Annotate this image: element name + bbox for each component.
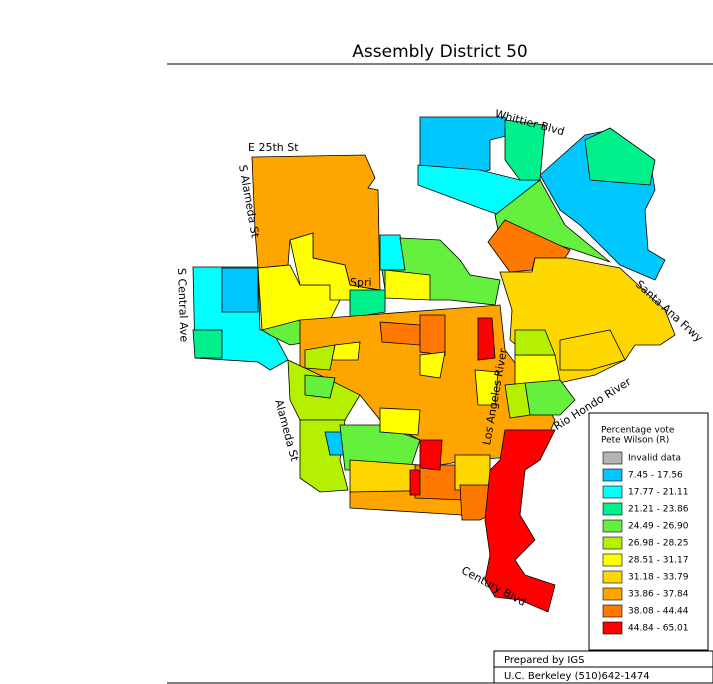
legend-label: 26.98 - 28.25 <box>628 539 689 549</box>
legend-label: 7.45 - 17.56 <box>628 471 683 481</box>
footer-text: U.C. Berkeley (510)642-1474 <box>504 671 650 682</box>
legend-swatch <box>602 570 623 584</box>
legend: Percentage vote Pete Wilson (R) Invalid … <box>588 412 709 651</box>
legend-swatch <box>602 604 623 618</box>
legend-label: 28.51 - 31.17 <box>628 556 689 566</box>
legend-title: Pete Wilson (R) <box>601 436 669 446</box>
legend-label: 38.08 - 44.44 <box>628 607 689 617</box>
legend-label: 33.86 - 37.84 <box>628 590 689 600</box>
legend-swatch <box>602 536 623 550</box>
legend-swatch <box>602 502 623 516</box>
footer-text: Prepared by IGS <box>504 655 584 666</box>
legend-label: 21.21 - 23.86 <box>628 505 689 515</box>
legend-swatch <box>602 519 623 533</box>
legend-swatch <box>602 468 623 482</box>
map-title: Assembly District 50 <box>352 42 527 62</box>
street-label: E 25th St <box>248 141 299 154</box>
precincts <box>192 116 676 613</box>
footer: Prepared by IGS U.C. Berkeley (510)642-1… <box>493 650 713 684</box>
legend-label: 31.18 - 33.79 <box>628 573 689 583</box>
legend-swatch <box>602 451 623 465</box>
legend-swatch <box>602 621 623 635</box>
street-label: Spri <box>350 276 372 289</box>
legend-label: 17.77 - 21.11 <box>628 488 689 498</box>
legend-swatch <box>602 485 623 499</box>
legend-swatch <box>602 553 623 567</box>
legend-swatch <box>602 587 623 601</box>
legend-title: Percentage vote <box>601 426 675 436</box>
street-label: S Central Ave <box>175 268 191 343</box>
legend-label: Invalid data <box>628 454 681 464</box>
legend-label: 24.49 - 26.90 <box>628 522 689 532</box>
legend-label: 44.84 - 65.01 <box>628 624 689 634</box>
